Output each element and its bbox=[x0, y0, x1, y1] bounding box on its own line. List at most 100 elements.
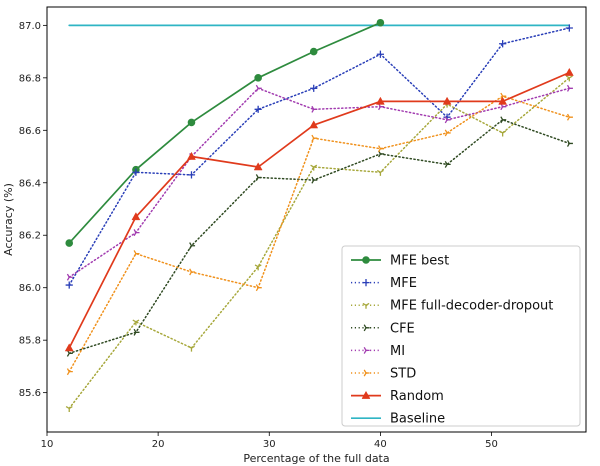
x-axis-label: Percentage of the full data bbox=[243, 452, 389, 465]
legend-label-mfe: MFE bbox=[390, 276, 417, 291]
plot-area bbox=[64, 18, 574, 412]
data-point-std bbox=[133, 250, 140, 258]
x-tick-label: 50 bbox=[485, 439, 498, 450]
data-point-cfe bbox=[311, 176, 318, 184]
data-point-cfe bbox=[378, 150, 385, 158]
data-point-random bbox=[64, 343, 74, 352]
legend-item-baseline: Baseline bbox=[351, 412, 445, 427]
data-point-std bbox=[311, 134, 318, 142]
data-point-std bbox=[566, 113, 573, 121]
legend-item-mfe-best: MFE best bbox=[351, 254, 449, 269]
series-cfe bbox=[66, 116, 573, 357]
data-point-std bbox=[189, 268, 196, 276]
legend-label-mfe-full-decoder-dropout: MFE full-decoder-dropout bbox=[390, 299, 553, 314]
data-point-mfe-best bbox=[65, 239, 74, 247]
data-point-cfe bbox=[255, 174, 262, 181]
legend-box bbox=[341, 245, 581, 427]
y-tick-label: 85.6 bbox=[19, 388, 41, 399]
data-point-cfe bbox=[444, 160, 451, 168]
series-mfe bbox=[65, 24, 573, 289]
data-point-random bbox=[564, 67, 574, 76]
data-point-mfe bbox=[499, 40, 507, 48]
legend-marker-std bbox=[363, 369, 370, 377]
data-point-random bbox=[442, 96, 452, 105]
legend-marker-random bbox=[361, 390, 371, 399]
data-point-mfe-full-decoder-dropout bbox=[310, 164, 318, 171]
data-point-mfe bbox=[565, 24, 573, 32]
legend-label-baseline: Baseline bbox=[390, 412, 445, 427]
data-point-mfe-best bbox=[254, 74, 262, 82]
y-tick-label: 86.4 bbox=[19, 178, 41, 189]
data-point-std bbox=[500, 92, 507, 100]
data-point-cfe bbox=[566, 139, 573, 147]
data-point-mfe bbox=[132, 168, 140, 176]
data-point-random bbox=[375, 96, 385, 105]
data-point-mi bbox=[255, 84, 262, 92]
data-point-random bbox=[131, 212, 141, 221]
data-point-random bbox=[498, 96, 508, 105]
data-point-mfe-full-decoder-dropout bbox=[376, 169, 384, 176]
legend-item-mi: MI bbox=[351, 344, 405, 359]
legend-item-random: Random bbox=[351, 389, 444, 404]
data-point-std bbox=[255, 284, 262, 292]
axes: 10 20 30 40 50 85.6 85.8 86.0 86.2 86.4 86.6 86.8 87… bbox=[19, 6, 587, 450]
legend-item-mfe: MFE bbox=[351, 276, 417, 291]
data-point-mfe-best bbox=[309, 47, 318, 56]
y-axis-label: Accuracy (%) bbox=[2, 183, 15, 256]
legend-label-mfe-best: MFE best bbox=[390, 254, 449, 269]
legend-marker-mi bbox=[363, 346, 370, 354]
data-point-mfe-full-decoder-dropout bbox=[65, 406, 73, 412]
data-point-mi bbox=[66, 273, 73, 281]
data-point-mi bbox=[566, 84, 573, 92]
data-point-std bbox=[444, 129, 451, 137]
series-line-mi bbox=[68, 87, 571, 278]
data-point-mfe bbox=[376, 50, 385, 58]
y-tick-label: 87.0 bbox=[19, 21, 41, 32]
series-random bbox=[64, 67, 574, 352]
x-tick-label: 20 bbox=[152, 439, 165, 450]
legend-item-mfe-full-decoder-dropout: MFE full-decoder-dropout bbox=[351, 299, 553, 314]
series-line-mfe-best bbox=[68, 21, 382, 244]
data-point-mfe-full-decoder-dropout bbox=[565, 75, 573, 82]
legend-marker-cfe bbox=[363, 324, 370, 332]
y-tick-label: 85.8 bbox=[19, 336, 41, 347]
series-std bbox=[66, 92, 573, 376]
legend-label-mi: MI bbox=[390, 344, 405, 359]
y-tick-label: 86.0 bbox=[19, 283, 41, 294]
data-point-mfe-full-decoder-dropout bbox=[499, 130, 507, 137]
data-point-cfe bbox=[189, 242, 196, 250]
legend-marker-mfe-full-decoder-dropout bbox=[362, 302, 370, 309]
data-point-mi bbox=[311, 105, 318, 113]
y-tick-label: 86.2 bbox=[19, 231, 41, 242]
legend-label-std: STD bbox=[390, 367, 416, 382]
x-tick-label: 30 bbox=[263, 439, 276, 450]
series-line-mfe-full-decoder-dropout bbox=[68, 77, 571, 410]
legend: MFE best MFE MFE full-decoder-dropout CFE MI… bbox=[341, 245, 581, 427]
plot-frame bbox=[46, 6, 587, 433]
data-point-random bbox=[253, 162, 263, 171]
data-point-mfe-full-decoder-dropout bbox=[254, 264, 262, 271]
data-point-mfe bbox=[187, 171, 196, 179]
data-point-random bbox=[309, 120, 319, 129]
data-point-mfe-best bbox=[187, 118, 196, 127]
data-point-mfe-full-decoder-dropout bbox=[188, 345, 195, 352]
data-point-mi bbox=[444, 116, 451, 124]
data-point-mfe bbox=[65, 281, 73, 289]
legend-item-cfe: CFE bbox=[351, 321, 415, 336]
legend-label-cfe: CFE bbox=[390, 321, 415, 336]
data-point-cfe bbox=[500, 116, 507, 124]
legend-marker-mfe-best bbox=[362, 256, 370, 264]
y-tick-label: 86.6 bbox=[19, 126, 41, 137]
y-tick-label: 86.8 bbox=[19, 73, 41, 84]
data-point-mi bbox=[133, 229, 140, 237]
x-tick-label: 40 bbox=[374, 439, 387, 450]
legend-item-std: STD bbox=[351, 367, 416, 382]
data-point-std bbox=[66, 368, 73, 376]
legend-label-random: Random bbox=[390, 389, 444, 404]
data-point-mfe-full-decoder-dropout bbox=[132, 319, 140, 326]
x-tick-label: 10 bbox=[41, 439, 54, 450]
data-point-std bbox=[378, 145, 385, 153]
data-point-mfe-best bbox=[376, 18, 385, 27]
data-point-cfe bbox=[133, 328, 140, 336]
